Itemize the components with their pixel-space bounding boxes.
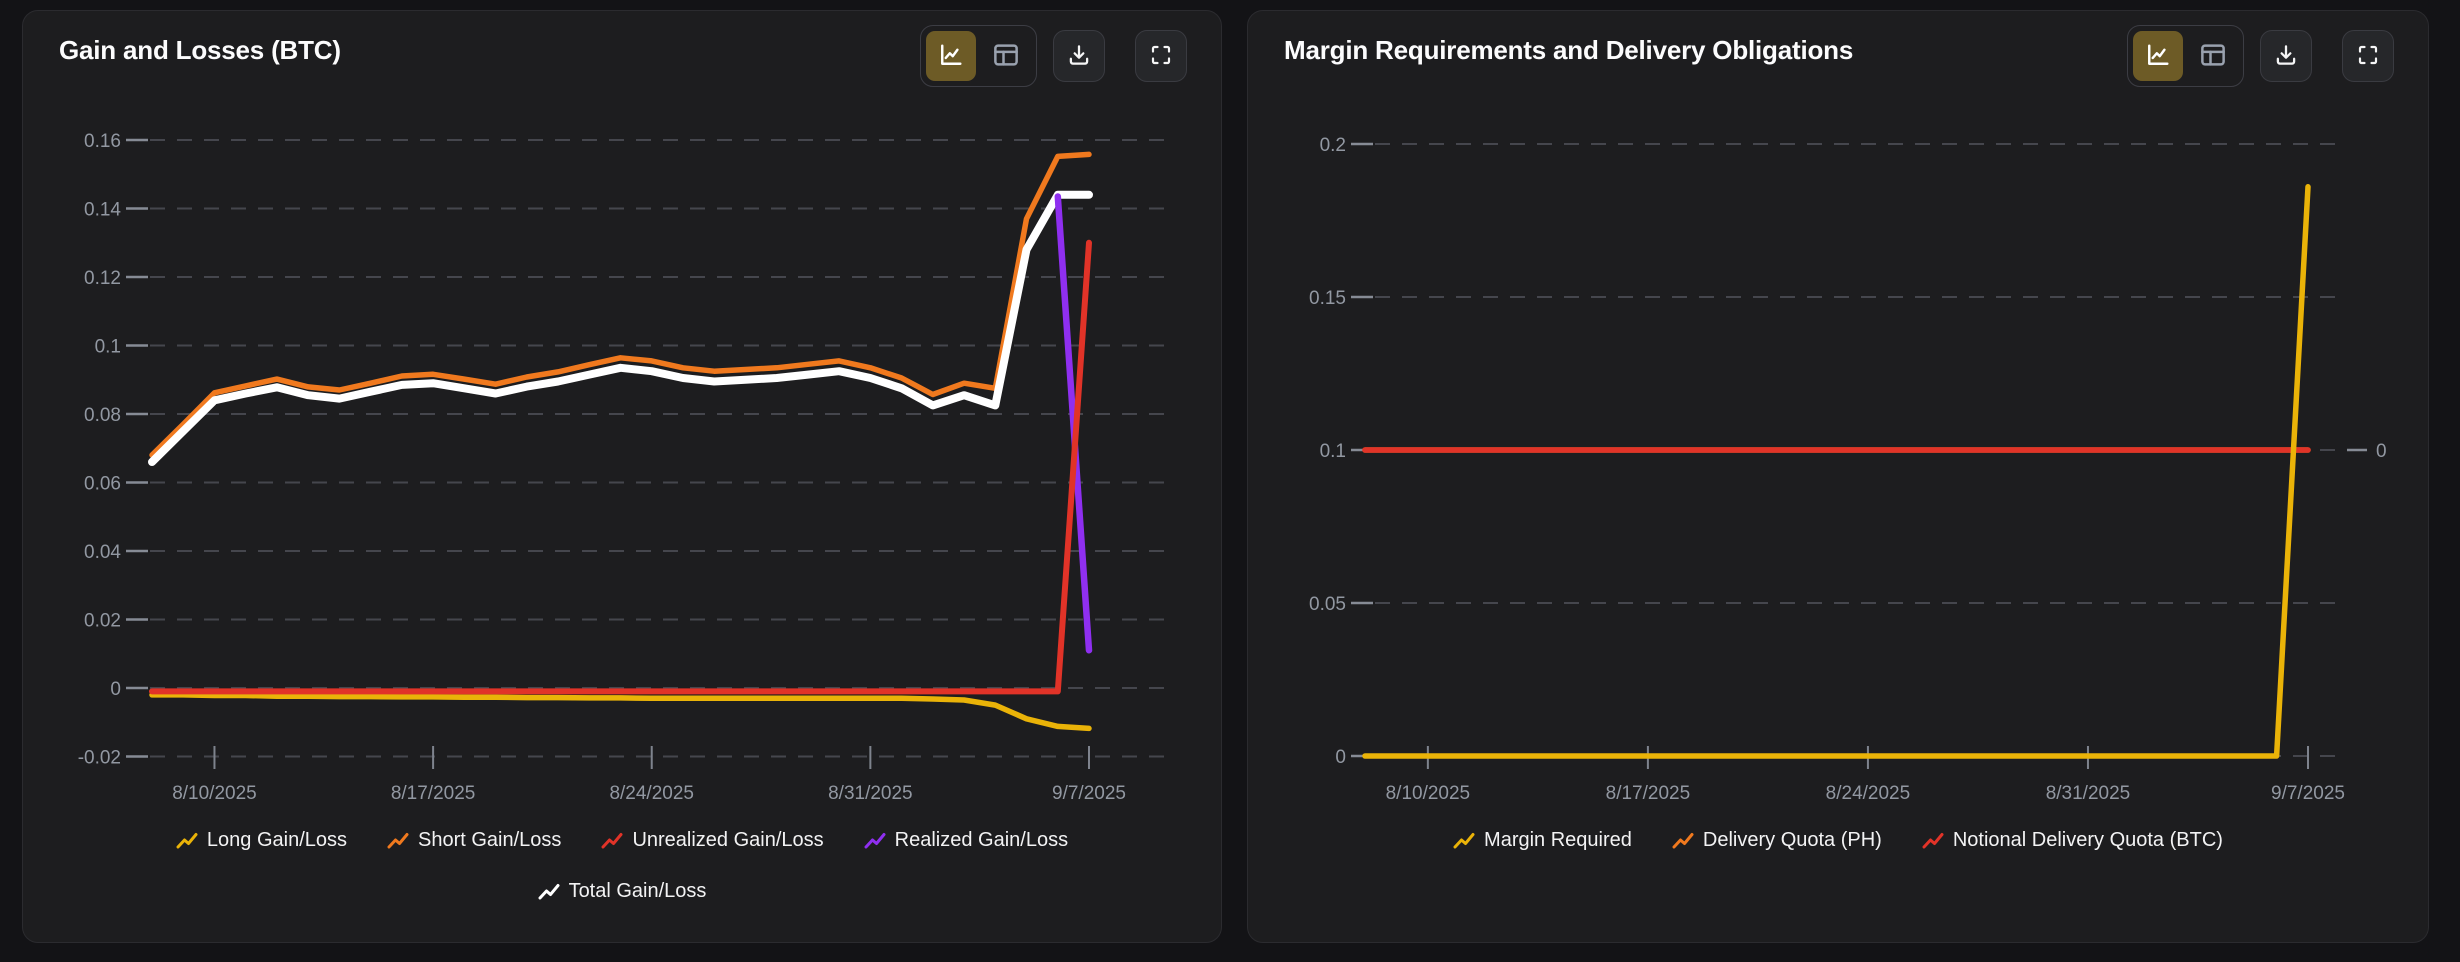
legend-trend-icon [176, 832, 198, 848]
legend-label: Delivery Quota (PH) [1702, 829, 1882, 851]
series-line-unrealized-gain-loss [149, 239, 1092, 695]
legend-trend-icon [601, 832, 623, 848]
line-chart-icon [937, 41, 965, 72]
series-line-long-gain-loss [149, 692, 1092, 732]
x-axis-label: 8/17/2025 [391, 783, 476, 804]
series-line-total-gain-loss [148, 190, 1093, 466]
line-chart-view-button[interactable] [2133, 31, 2183, 81]
download-icon [1066, 42, 1092, 71]
legend-trend-icon [1453, 832, 1475, 848]
chart-toolbar [2127, 25, 2394, 87]
legend-label: Long Gain/Loss [206, 829, 348, 851]
series-line-realized-gain-loss [1054, 193, 1093, 654]
y-axis-label: 0.1 [1320, 441, 1346, 462]
y-axis-label: 0.05 [1309, 594, 1346, 615]
y-axis-label: 0.14 [84, 200, 121, 221]
panel-gain-and-losses: Gain and Losses (BTC) [22, 10, 1222, 943]
y-axis-label: 0.12 [84, 268, 121, 289]
legend-item-short-gain-loss[interactable]: Short Gain/Loss [387, 829, 561, 852]
legend-label: Unrealized Gain/Loss [632, 829, 824, 851]
x-axis-label: 9/7/2025 [1052, 783, 1126, 804]
line-chart-icon [2144, 41, 2172, 72]
legend-item-unrealized-gain-loss[interactable]: Unrealized Gain/Loss [601, 829, 824, 852]
fullscreen-button[interactable] [1135, 30, 1187, 82]
legend-label: Notional Delivery Quota (BTC) [1952, 829, 2223, 851]
x-axis-label: 8/10/2025 [1386, 783, 1471, 804]
y-axis-label: 0.06 [84, 474, 121, 495]
download-icon [2273, 42, 2299, 71]
chart-canvas-gain-and-losses[interactable]: 0.16 0.14 0.12 0.1 0.08 0.06 0.04 0.02 0 -0.02 8/1… [23, 109, 1223, 815]
chart-legend: Margin Required Delivery Quota (PH) Notion… [1248, 829, 2428, 852]
table-icon [2198, 40, 2228, 73]
y-axis-label: 0.08 [84, 405, 121, 426]
fullscreen-button[interactable] [2342, 30, 2394, 82]
fullscreen-icon [1149, 43, 1173, 70]
y-axis-label: 0.02 [84, 611, 121, 632]
chart-canvas-margin-requirements[interactable]: 0.2 0.15 0.1 0.05 0 8/10/2025 8/17/2025 8/24/20… [1248, 109, 2430, 815]
legend-item-notional-delivery-quota-btc-[interactable]: Notional Delivery Quota (BTC) [1922, 829, 2223, 852]
y-axis-label: 0.1 [95, 337, 121, 358]
series-line-short-gain-loss [149, 151, 1092, 458]
legend-label: Margin Required [1484, 829, 1632, 851]
x-axis-label: 8/24/2025 [609, 783, 694, 804]
view-toggle [920, 25, 1037, 87]
legend-item-delivery-quota-ph-[interactable]: Delivery Quota (PH) [1672, 829, 1882, 852]
table-view-button[interactable] [2188, 31, 2238, 81]
x-axis-label: 8/31/2025 [2046, 783, 2131, 804]
chart-legend: Long Gain/Loss Short Gain/Loss Unrealized … [23, 829, 1221, 903]
line-chart-view-button[interactable] [926, 31, 976, 81]
page-title: Margin Requirements and Delivery Obligat… [1284, 35, 1854, 65]
x-axis-label: 8/31/2025 [828, 783, 913, 804]
x-axis-label: 8/24/2025 [1826, 783, 1911, 804]
download-button[interactable] [2260, 30, 2312, 82]
legend-trend-icon [864, 832, 886, 848]
y-axis-label: -0.02 [78, 748, 121, 769]
y-axis-label: 0 [1335, 747, 1346, 768]
y-axis-label: 0.2 [1320, 135, 1346, 156]
x-axis-label: 8/10/2025 [172, 783, 257, 804]
x-axis-label: 8/17/2025 [1606, 783, 1691, 804]
legend-item-realized-gain-loss[interactable]: Realized Gain/Loss [864, 829, 1068, 852]
legend-row: Margin Required Delivery Quota (PH) Notion… [1248, 829, 2428, 852]
legend-trend-icon [1672, 832, 1694, 848]
legend-trend-icon [538, 883, 560, 899]
panel-margin-requirements: Margin Requirements and Delivery Obligat… [1247, 10, 2429, 943]
fullscreen-icon [2356, 43, 2380, 70]
series-line-margin-required [1362, 184, 2311, 759]
legend-item-margin-required[interactable]: Margin Required [1453, 829, 1632, 852]
page-title: Gain and Losses (BTC) [59, 35, 341, 65]
legend-row: Total Gain/Loss [23, 880, 1221, 903]
view-toggle [2127, 25, 2244, 87]
y-axis-label: 0.04 [84, 542, 121, 563]
legend-item-total-gain-loss[interactable]: Total Gain/Loss [538, 880, 707, 903]
legend-label: Realized Gain/Loss [894, 829, 1069, 851]
download-button[interactable] [1053, 30, 1105, 82]
legend-row: Long Gain/Loss Short Gain/Loss Unrealized … [23, 829, 1221, 852]
y-axis-label: 0.16 [84, 131, 121, 152]
legend-item-long-gain-loss[interactable]: Long Gain/Loss [176, 829, 347, 852]
x-axis-label: 9/7/2025 [2271, 783, 2345, 804]
legend-trend-icon [387, 832, 409, 848]
y-axis-label: 0.15 [1309, 288, 1346, 309]
legend-label: Short Gain/Loss [418, 829, 562, 851]
right-axis-label: 0 [2376, 441, 2387, 462]
chart-toolbar [920, 25, 1187, 87]
y-axis-label: 0 [110, 679, 121, 700]
table-icon [991, 40, 1021, 73]
legend-trend-icon [1922, 832, 1944, 848]
table-view-button[interactable] [981, 31, 1031, 81]
legend-label: Total Gain/Loss [568, 880, 707, 902]
